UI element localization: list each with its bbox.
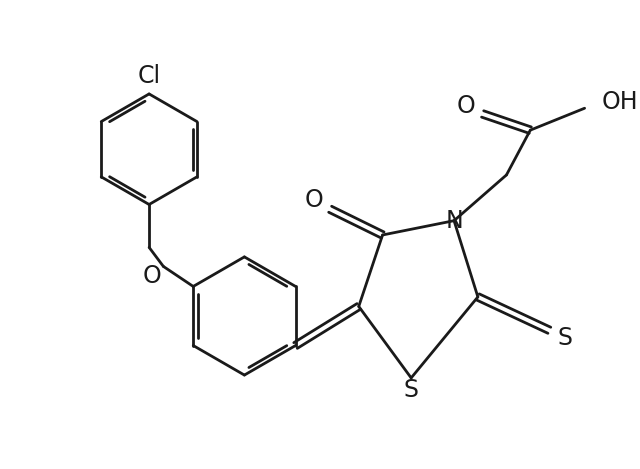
- Text: O: O: [457, 94, 476, 118]
- Text: S: S: [557, 326, 572, 350]
- Text: OH: OH: [602, 90, 638, 113]
- Text: O: O: [305, 188, 323, 212]
- Text: S: S: [404, 378, 419, 402]
- Text: N: N: [445, 209, 463, 233]
- Text: Cl: Cl: [138, 64, 161, 88]
- Text: O: O: [143, 264, 161, 288]
